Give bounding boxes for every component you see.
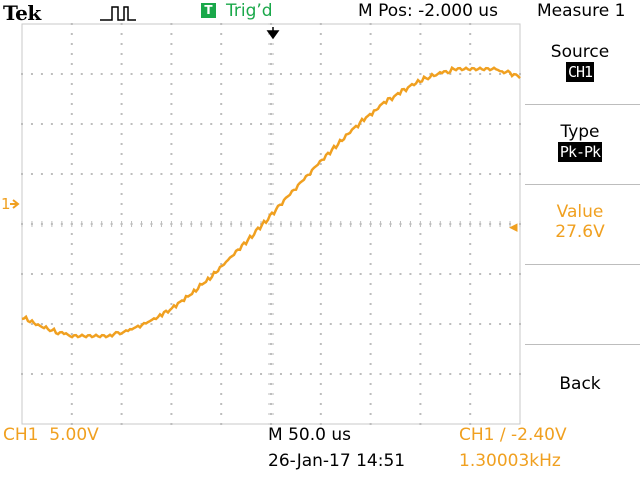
ch1-waveform — [21, 65, 521, 339]
horizontal-position: M Pos: -2.000 us — [358, 1, 498, 21]
pulse-icon — [100, 6, 136, 21]
trigger-status: Trig’d — [226, 1, 273, 21]
back-button[interactable]: Back — [559, 374, 601, 394]
ch1-marker-arrow — [10, 199, 20, 209]
down-arrow-icon — [266, 27, 280, 40]
source-label: Source — [550, 42, 610, 62]
channel-marker: 1 — [1, 195, 11, 213]
ch1-scale: CH1 5.00V — [3, 425, 99, 445]
menu-title: Measure 1 — [537, 1, 626, 21]
frequency: 1.30003kHz — [459, 451, 561, 471]
source-menu-item[interactable]: Source CH1 — [530, 42, 630, 82]
trigger-setting: CH1 ∕ -2.40V — [459, 425, 567, 445]
type-menu-item[interactable]: Type Pk-Pk — [530, 122, 630, 162]
trigger-level-marker: ◂ — [509, 217, 518, 237]
trigger-badge: T — [201, 3, 216, 18]
timebase: M 50.0 us — [268, 425, 351, 445]
type-label: Type — [560, 122, 600, 142]
date-time: 26-Jan-17 14:51 — [268, 451, 406, 471]
value-menu-item: Value 27.6V — [530, 202, 630, 242]
type-value: Pk-Pk — [557, 142, 603, 162]
value-reading: 27.6V — [555, 222, 605, 242]
graticule — [21, 23, 521, 425]
tek-logo: Tek — [3, 1, 41, 25]
value-label: Value — [556, 202, 604, 222]
source-value: CH1 — [565, 62, 595, 82]
